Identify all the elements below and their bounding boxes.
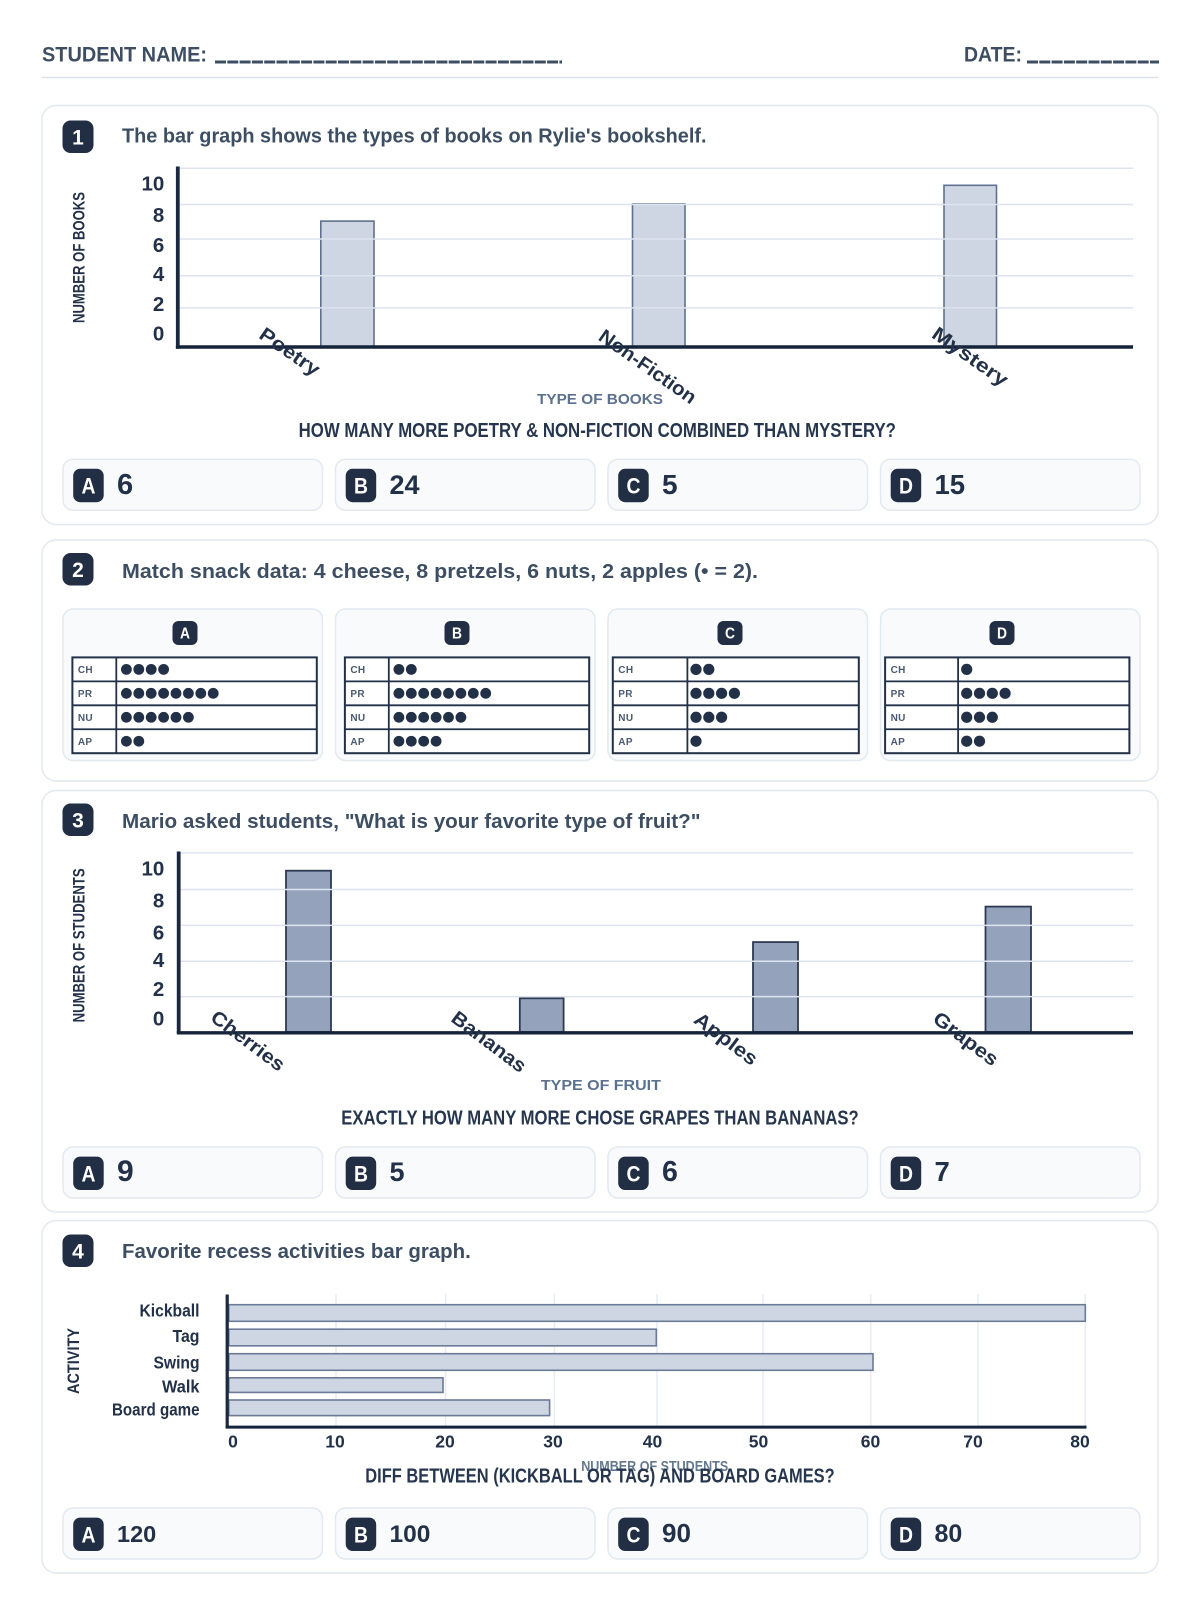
svg-text:The bar graph shows the types: The bar graph shows the types of books o… <box>122 124 707 147</box>
svg-text:4: 4 <box>153 263 165 286</box>
svg-text:20: 20 <box>435 1432 455 1452</box>
svg-text:60: 60 <box>861 1432 881 1452</box>
svg-text:120: 120 <box>117 1521 156 1547</box>
svg-text:1: 1 <box>72 126 84 149</box>
svg-text:Kickball: Kickball <box>140 1300 200 1320</box>
svg-text:B: B <box>452 626 462 643</box>
svg-text:CH: CH <box>350 665 365 676</box>
svg-text:D: D <box>899 1161 913 1186</box>
svg-text:9: 9 <box>117 1155 134 1188</box>
svg-text:Board game: Board game <box>112 1400 200 1420</box>
svg-text:5: 5 <box>390 1157 405 1187</box>
svg-text:A: A <box>81 1161 95 1186</box>
svg-text:Tag: Tag <box>173 1326 200 1346</box>
svg-text:AP: AP <box>350 737 365 748</box>
svg-text:7: 7 <box>935 1156 950 1187</box>
svg-text:AP: AP <box>891 737 906 748</box>
svg-text:24: 24 <box>390 470 420 500</box>
svg-text:90: 90 <box>662 1518 691 1548</box>
svg-text:A: A <box>81 1522 95 1547</box>
svg-text:TYPE OF FRUIT: TYPE OF FRUIT <box>541 1077 661 1094</box>
svg-text:4: 4 <box>153 949 165 972</box>
svg-text:D: D <box>997 626 1007 643</box>
svg-text:Mario asked students, "What is: Mario asked students, "What is your favo… <box>122 810 701 833</box>
svg-text:C: C <box>626 1161 640 1186</box>
svg-text:NUMBER OF BOOKS: NUMBER OF BOOKS <box>71 192 89 323</box>
svg-text:PR: PR <box>618 689 633 700</box>
svg-text:0: 0 <box>153 1007 164 1030</box>
svg-text:Walk: Walk <box>162 1377 200 1397</box>
svg-text:4: 4 <box>72 1240 84 1263</box>
svg-text:CH: CH <box>891 665 906 676</box>
svg-text:NU: NU <box>618 713 633 724</box>
svg-text:DATE:: DATE: <box>964 44 1022 67</box>
svg-text:NU: NU <box>891 713 906 724</box>
svg-text:D: D <box>899 1522 913 1547</box>
svg-text:AP: AP <box>618 737 633 748</box>
svg-text:2: 2 <box>153 293 164 316</box>
svg-text:B: B <box>354 1522 368 1547</box>
svg-text:CH: CH <box>618 665 633 676</box>
svg-text:Match snack data: 4 cheese, 8: Match snack data: 4 cheese, 8 pretzels, … <box>122 560 758 583</box>
svg-text:8: 8 <box>153 890 164 913</box>
svg-text:C: C <box>725 626 735 643</box>
svg-text:HOW MANY MORE POETRY & NON-FIC: HOW MANY MORE POETRY & NON-FICTION COMBI… <box>299 420 896 442</box>
svg-text:10: 10 <box>141 172 164 195</box>
svg-text:A: A <box>180 626 190 643</box>
svg-text:15: 15 <box>935 469 966 500</box>
svg-text:DIFF BETWEEN (KICKBALL OR TAG): DIFF BETWEEN (KICKBALL OR TAG) AND BOARD… <box>365 1466 834 1488</box>
svg-text:2: 2 <box>153 978 164 1001</box>
svg-text:NUMBER OF STUDENTS: NUMBER OF STUDENTS <box>71 868 89 1022</box>
svg-text:100: 100 <box>390 1521 431 1548</box>
svg-text:NUMBER OF STUDENTS: NUMBER OF STUDENTS <box>581 1459 728 1475</box>
svg-text:A: A <box>81 474 95 499</box>
svg-text:30: 30 <box>543 1432 563 1452</box>
svg-text:NU: NU <box>78 713 93 724</box>
svg-text:0: 0 <box>228 1432 238 1452</box>
svg-text:D: D <box>899 474 913 499</box>
svg-text:C: C <box>626 474 640 499</box>
svg-text:PR: PR <box>891 689 906 700</box>
svg-text:NU: NU <box>350 713 365 724</box>
svg-text:80: 80 <box>1070 1432 1090 1452</box>
svg-text:STUDENT NAME:: STUDENT NAME: <box>42 44 207 67</box>
svg-text:TYPE OF BOOKS: TYPE OF BOOKS <box>537 391 663 408</box>
svg-text:3: 3 <box>72 809 84 832</box>
svg-text:10: 10 <box>141 857 164 880</box>
svg-text:6: 6 <box>153 234 164 257</box>
svg-text:50: 50 <box>749 1432 769 1452</box>
svg-text:8: 8 <box>153 204 164 227</box>
svg-text:70: 70 <box>963 1432 983 1452</box>
svg-text:6: 6 <box>153 921 164 944</box>
svg-text:6: 6 <box>117 469 133 501</box>
svg-text:Favorite recess activities bar: Favorite recess activities bar graph. <box>122 1240 471 1263</box>
svg-text:PR: PR <box>350 689 365 700</box>
svg-text:5: 5 <box>662 469 678 500</box>
svg-text:C: C <box>626 1522 640 1547</box>
svg-text:10: 10 <box>325 1432 345 1452</box>
svg-text:B: B <box>354 1161 368 1186</box>
svg-text:40: 40 <box>643 1432 663 1452</box>
svg-text:B: B <box>354 474 368 499</box>
svg-text:80: 80 <box>935 1520 963 1548</box>
svg-text:2: 2 <box>72 559 84 582</box>
svg-text:EXACTLY HOW MANY MORE CHOSE GR: EXACTLY HOW MANY MORE CHOSE GRAPES THAN … <box>341 1108 858 1130</box>
svg-text:AP: AP <box>78 737 93 748</box>
svg-text:Swing: Swing <box>154 1352 200 1372</box>
svg-text:CH: CH <box>78 665 93 676</box>
svg-text:6: 6 <box>662 1156 678 1188</box>
svg-text:PR: PR <box>78 689 93 700</box>
svg-text:0: 0 <box>153 323 164 346</box>
svg-text:ACTIVITY: ACTIVITY <box>65 1328 83 1394</box>
